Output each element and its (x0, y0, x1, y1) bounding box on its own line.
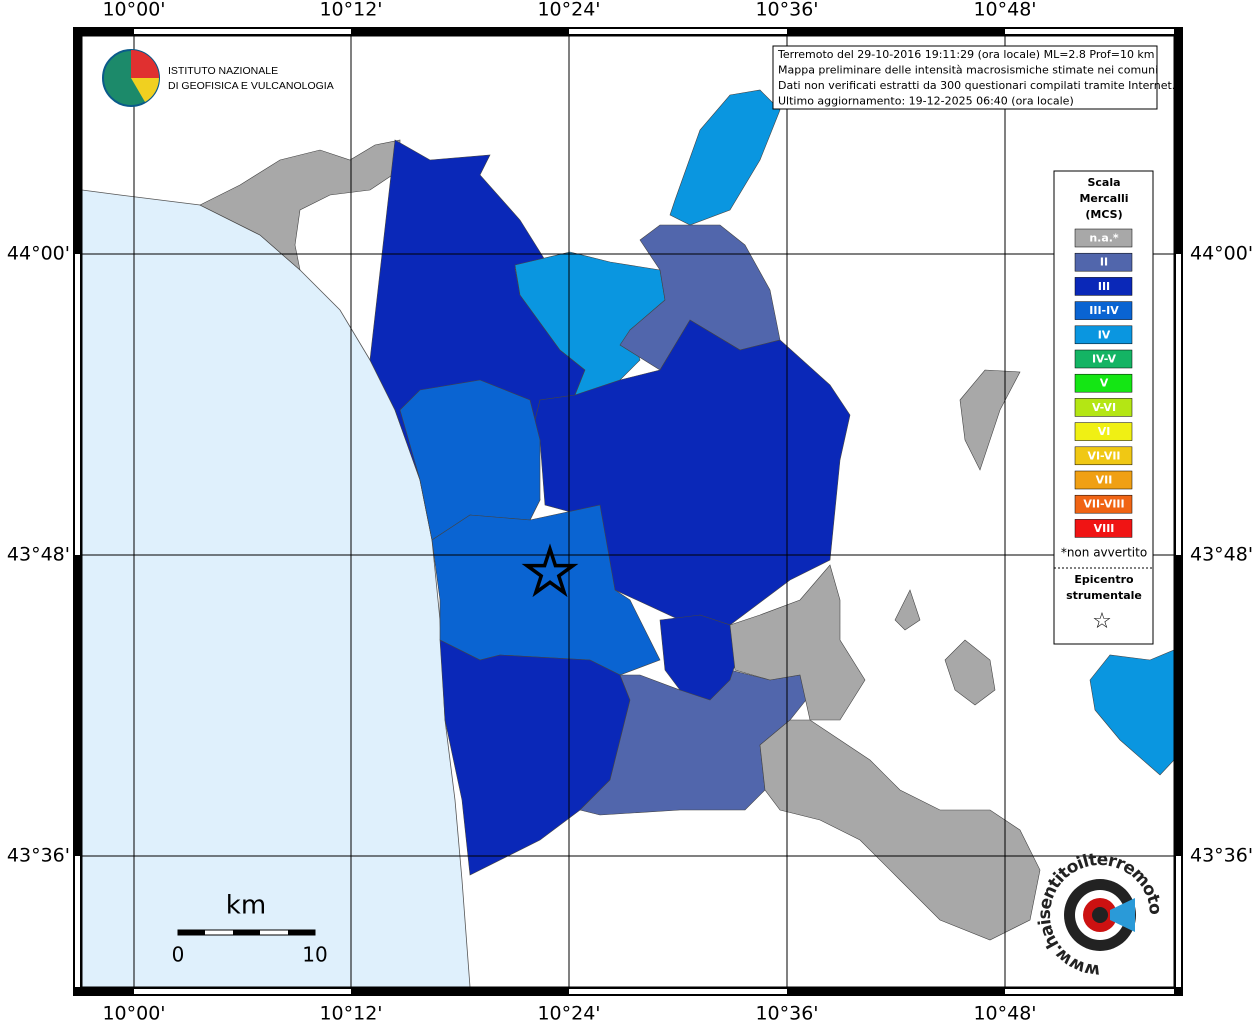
scale-end: 10 (302, 943, 327, 967)
latitude-label: 43°36' (1190, 845, 1253, 867)
legend-label: IV-V (1092, 353, 1117, 366)
epicenter-star (521, 543, 579, 598)
latitude-label: 44°00' (1190, 243, 1253, 265)
region (759, 719, 1041, 941)
graticule (82, 36, 1174, 987)
frame-tick (569, 29, 787, 34)
longitude-label: 10°48' (973, 0, 1036, 21)
legend-epicenter: strumentale (1066, 589, 1142, 602)
frame-tick (134, 989, 351, 994)
legend-label: VII-VIII (1083, 498, 1124, 511)
legend-swatch (1074, 325, 1133, 345)
info-box: Terremoto del 29-10-2016 19:11:29 (ora l… (772, 45, 1175, 110)
region (529, 319, 851, 626)
legend-title: (MCS) (1085, 208, 1122, 221)
scale-bar: km 0 10 (172, 891, 328, 967)
legend-label: IV (1098, 328, 1111, 341)
longitude-label: 10°24' (537, 0, 600, 21)
scale-segment (178, 930, 205, 935)
longitude-label: 10°12' (319, 0, 382, 21)
region (659, 614, 741, 701)
legend-epicenter-symbol: ☆ (1092, 609, 1112, 634)
legend-label: n.a.* (1089, 232, 1119, 245)
legend-label: III (1098, 280, 1110, 293)
legend-swatch (1074, 519, 1133, 538)
longitude-label: 10°12' (319, 1003, 382, 1025)
frame-tick (1005, 989, 1174, 994)
map-area (81, 89, 1175, 988)
legend-label: VI (1098, 425, 1111, 438)
frame-tick (75, 856, 80, 987)
legend-swatch (1074, 252, 1133, 272)
legend-swatch (1074, 494, 1133, 514)
legend-label: V (1100, 377, 1109, 390)
legend: ScalaMercalli(MCS)n.a.*IIIIIIII-IVIVIV-V… (1053, 170, 1154, 645)
frame-tick (569, 989, 787, 994)
scale-start: 0 (172, 943, 185, 967)
legend-label: II (1100, 256, 1108, 269)
logo-ring (1092, 907, 1108, 923)
longitude-label: 10°48' (973, 1003, 1036, 1025)
ingv-logo: ISTITUTO NAZIONALE DI GEOFISICA E VULCAN… (102, 49, 334, 107)
latitude-label: 43°48' (7, 544, 70, 566)
legend-label: VI-VII (1087, 449, 1120, 462)
legend-title: Mercalli (1079, 192, 1128, 205)
scale-segment (288, 930, 315, 935)
legend-label: III-IV (1089, 304, 1119, 317)
region (669, 89, 781, 226)
frame-tick (134, 29, 351, 34)
frame-tick (1176, 254, 1181, 555)
scale-unit: km (226, 891, 266, 921)
legend-title: Scala (1087, 176, 1120, 189)
longitude-label: 10°24' (537, 1003, 600, 1025)
legend-label: VIII (1094, 522, 1115, 535)
latitude-label: 43°48' (1190, 544, 1253, 566)
latitude-label: 43°36' (7, 845, 70, 867)
logo-text: ISTITUTO NAZIONALE (168, 65, 278, 77)
legend-swatch (1074, 422, 1133, 441)
region (729, 564, 866, 721)
info-line: Terremoto del 29-10-2016 19:11:29 (ora l… (777, 48, 1155, 61)
longitude-label: 10°00' (102, 1003, 165, 1025)
legend-label: V-VI (1092, 401, 1116, 414)
longitude-label: 10°36' (755, 1003, 818, 1025)
region (894, 589, 921, 631)
legend-swatch (1074, 301, 1133, 320)
frame-tick (1005, 29, 1174, 34)
scale-segment (233, 930, 260, 935)
frame-inner (81, 35, 1175, 988)
legend-swatch (1074, 373, 1133, 393)
legend-swatch (1074, 446, 1133, 466)
longitude-label: 10°36' (755, 0, 818, 21)
legend-swatch (1074, 398, 1133, 417)
logo-segment (131, 78, 159, 102)
legend-swatch (1074, 277, 1133, 296)
info-line: Ultimo aggiornamento: 19-12-2025 06:40 (… (778, 95, 1074, 108)
region (514, 251, 666, 396)
info-frame (772, 45, 1158, 110)
latitude-label: 44°00' (7, 243, 70, 265)
logo-speaker (1110, 898, 1135, 932)
legend-swatch (1074, 470, 1133, 490)
longitude-label: 10°00' (102, 0, 165, 21)
legend-swatch (1074, 349, 1133, 369)
legend-swatch (1074, 228, 1133, 248)
info-line: Mappa preliminare delle intensità macros… (778, 64, 1158, 77)
legend-note: *non avvertito (1061, 546, 1147, 560)
frame (73, 27, 1183, 996)
frame-tick (75, 254, 80, 555)
legend-label: VII (1096, 474, 1113, 487)
info-line: Dati non verificati estratti da 300 ques… (778, 79, 1175, 92)
frame-tick (1176, 856, 1181, 987)
region (944, 639, 996, 706)
logo-segment (131, 50, 159, 78)
legend-epicenter: Epicentro (1074, 573, 1134, 586)
logo-text: DI GEOFISICA E VULCANOLOGIA (168, 80, 334, 92)
